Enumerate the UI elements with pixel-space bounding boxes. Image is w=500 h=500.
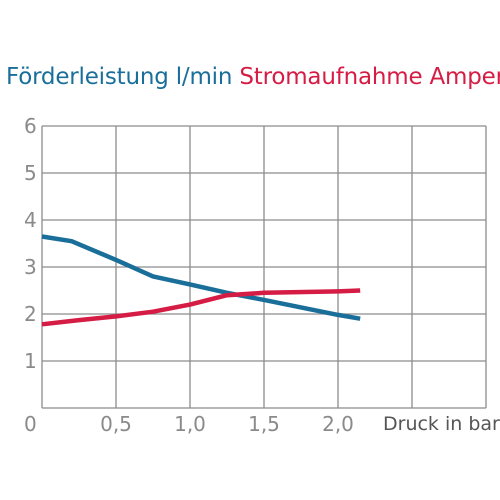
chart-title: Förderleistung l/min Stromaufnahme Amper… — [6, 64, 500, 90]
y-axis-ticks: 1 2 3 4 5 6 0 — [24, 114, 37, 436]
y-tick-label: 4 — [24, 208, 37, 232]
y-tick-label: 1 — [24, 349, 37, 373]
series-lines — [41, 234, 361, 327]
y-tick-label: 5 — [24, 161, 37, 185]
x-axis-label: Druck in bar — [383, 413, 500, 435]
y-tick-label: 3 — [24, 255, 37, 279]
y-tick-label-zero: 0 — [24, 412, 37, 436]
y-tick-label: 6 — [24, 114, 37, 138]
grid-lines — [41, 125, 487, 409]
x-tick-label: 1,5 — [248, 412, 280, 436]
y-tick-label: 2 — [24, 302, 37, 326]
title-flow-series: Förderleistung l/min — [6, 64, 233, 90]
series-line-current — [41, 288, 361, 327]
x-tick-label: 1,0 — [174, 412, 206, 436]
x-tick-label: 2,0 — [322, 412, 354, 436]
x-axis-ticks: 0,5 1,0 1,5 2,0 — [100, 412, 354, 436]
title-current-series: Stromaufnahme Ampere — [239, 64, 500, 90]
x-tick-label: 0,5 — [100, 412, 132, 436]
series-line-flow — [41, 234, 361, 321]
